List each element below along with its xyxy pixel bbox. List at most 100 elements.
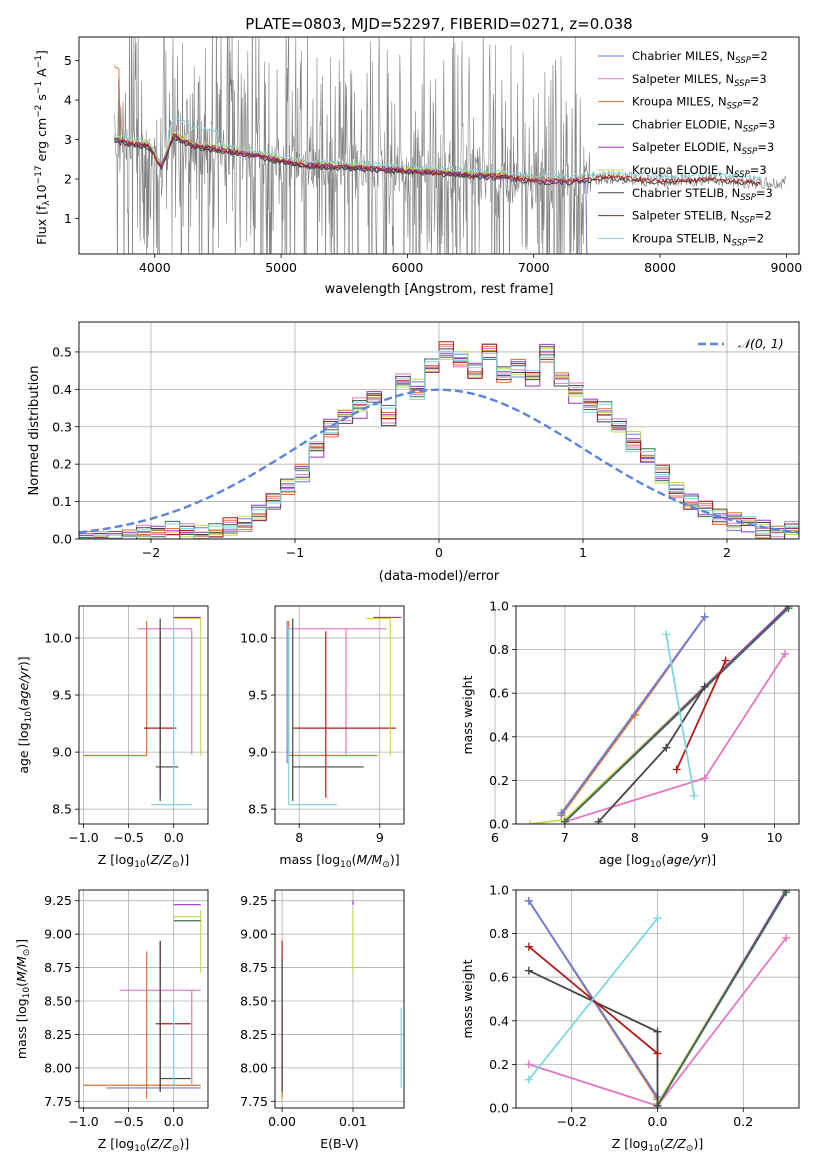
x-tick-label: −1.0	[68, 1114, 98, 1129]
legend-text: Kroupa MILES, N	[632, 95, 727, 109]
x-tick-label: 1	[579, 545, 587, 560]
y-tick-label: 8.75	[240, 960, 268, 975]
x-tick-label: −1.0	[68, 830, 98, 845]
x-axis-label-part: )]	[706, 852, 716, 867]
y-tick-label: 9.5	[52, 688, 72, 703]
x-tick-label: 0.01	[339, 1114, 367, 1129]
y-axis-label-part: ⊙	[22, 949, 32, 957]
x-tick-label: 8000	[644, 260, 676, 275]
legend-text: Salpeter STELIB, N	[632, 209, 739, 223]
y-axis-label: Normed distribution	[27, 366, 42, 496]
x-tick-label: 2	[723, 545, 731, 560]
x-axis-label-part: Z [log	[98, 852, 134, 867]
x-tick-label: 6000	[392, 260, 424, 275]
y-axis-label-part: Flux [f	[34, 205, 49, 245]
plot-area	[524, 890, 791, 1108]
x-axis-label-part: 10	[134, 860, 146, 870]
y-tick-label: 8.5	[52, 802, 72, 817]
model-kroupa_stelib-line	[114, 116, 761, 181]
x-tick-label: 0.00	[268, 1114, 296, 1129]
y-tick-label: 0.0	[489, 817, 509, 832]
x-tick-label: 4000	[139, 260, 171, 275]
series-chabrier_miles-line	[560, 616, 706, 814]
legend-suffix: =3	[757, 140, 774, 154]
y-tick-label: 4	[64, 93, 72, 108]
y-tick-label: 8.25	[240, 1027, 268, 1042]
axes-frame	[274, 605, 405, 825]
y-tick-label: 8.75	[44, 960, 72, 975]
x-axis-label-part: (	[352, 852, 357, 867]
y-axis-label: mass [log10(M/M⊙)]	[14, 939, 32, 1059]
x-axis-label-part: )]	[179, 1136, 189, 1151]
y-axis-label-part: (	[14, 982, 29, 987]
legend-text: Chabrier MILES, N	[632, 49, 735, 63]
axes-frame	[515, 605, 800, 825]
x-axis-label-part: (	[661, 852, 666, 867]
y-tick-label: 0.0	[489, 1101, 509, 1116]
y-tick-label: 0.3	[52, 419, 72, 434]
x-tick-label: 0	[435, 545, 443, 560]
x-axis-label-part: )]	[693, 1136, 703, 1151]
y-tick-label: 0.8	[489, 642, 509, 657]
series-chabrier_stelib-line	[597, 686, 706, 823]
x-tick-label: 0.2	[733, 1114, 753, 1129]
legend-suffix: =3	[750, 163, 767, 177]
y-axis-label-part: ]	[34, 50, 49, 55]
legend-text: Salpeter MILES, N	[632, 72, 734, 86]
x-axis-label: mass [log10(M/M⊙)]	[279, 852, 399, 870]
plot-area	[113, 37, 787, 254]
y-tick-label: 2	[64, 172, 72, 187]
x-axis-label-part: 10	[340, 860, 352, 870]
x-axis-label-part: Z/Z	[150, 852, 173, 867]
x-axis-label-part: age [log	[599, 852, 650, 867]
plot-area	[525, 606, 793, 824]
hist-kroupa_stelib	[79, 350, 799, 539]
x-tick-label: 0.0	[164, 1114, 184, 1129]
y-tick-label: 9.5	[248, 688, 268, 703]
y-tick-label: 8.00	[44, 1060, 72, 1075]
x-tick-label: 9000	[770, 260, 802, 275]
y-tick-label: 10.0	[240, 630, 268, 645]
y-tick-label: 0.1	[52, 494, 72, 509]
plot-area	[281, 900, 402, 1099]
y-tick-label: 0.2	[52, 457, 72, 472]
x-axis-label: Z [log10(Z/Z⊙)]	[98, 1136, 189, 1154]
legend-sub: SSP	[732, 238, 748, 248]
y-tick-label: 9.00	[240, 927, 268, 942]
y-tick-label: 9.0	[248, 745, 268, 760]
legend-sub: SSP	[739, 216, 755, 226]
series-salpeter_stelib-line	[675, 660, 727, 770]
x-axis-label-part: (	[146, 1136, 151, 1151]
y-axis-label-part: s	[34, 94, 49, 105]
panel-mass-weight-vs-Z: −0.2 0.0 0.2 0.0 0.2 0.4 0.6 0.8 1.0 Z [log10(Z/Z…	[460, 883, 800, 1154]
y-axis-label-part: A	[34, 68, 49, 81]
y-tick-label: 9.25	[240, 893, 268, 908]
x-axis-label-part: mass [log	[279, 852, 340, 867]
y-tick-label: 0.6	[489, 686, 509, 701]
y-tick-label: 0.8	[489, 926, 509, 941]
x-axis-label: (data-model)/error	[379, 569, 500, 584]
plot-area	[83, 904, 202, 1099]
y-axis-label: mass weight	[460, 959, 475, 1038]
figure-title: PLATE=0803, MJD=52297, FIBERID=0271, z=0…	[245, 15, 632, 33]
legend-suffix: =2	[742, 95, 759, 109]
legend-label-normal: 𝒩(0, 1)	[738, 336, 784, 351]
legend-suffix: =2	[747, 231, 764, 245]
y-tick-label: 10.0	[44, 630, 72, 645]
y-axis-label-part: (	[16, 706, 31, 711]
legend-label-salpeter_stelib: Salpeter STELIB, NSSP=2	[632, 209, 772, 226]
y-tick-label: 0.2	[489, 773, 509, 788]
plot-area	[286, 616, 402, 806]
x-axis-label: Z [log10(Z/Z⊙)]	[612, 1136, 703, 1154]
panel-age-vs-mass: 8 9 8.5 9.0 9.5 10.0 mass [log10(M/M⊙)]	[240, 605, 405, 870]
x-tick-label: 8	[631, 830, 639, 845]
legend-label-chabrier_stelib: Chabrier STELIB, NSSP=3	[632, 186, 773, 203]
y-tick-label: 1	[64, 211, 72, 226]
legend-text: Chabrier STELIB, N	[632, 186, 740, 200]
panels: 4000 5000 6000 7000 8000 9000 1 2 3 4 5 wavelength …	[14, 36, 802, 1154]
x-tick-label: −2	[142, 545, 160, 560]
x-axis-label-part: Z [log	[98, 1136, 134, 1151]
legend-suffix: =2	[755, 209, 772, 223]
